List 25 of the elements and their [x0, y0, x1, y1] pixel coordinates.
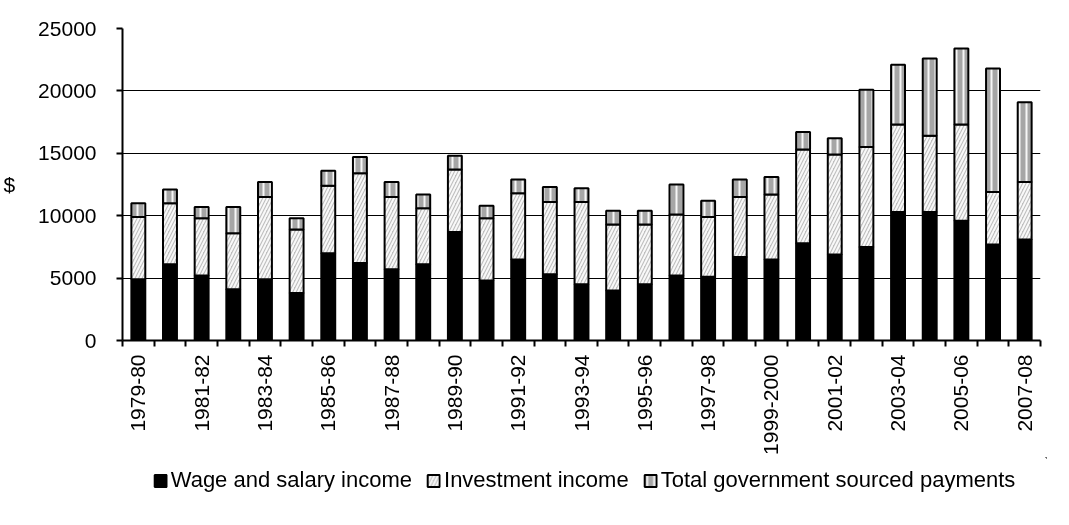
x-tick-label: 1993-94: [569, 354, 593, 432]
x-tick-label: 2001-02: [822, 354, 846, 432]
x-tick-label: 1997-98: [696, 354, 720, 432]
y-tick-label: 25000: [38, 16, 97, 40]
x-tick-label: 2007-08: [1012, 354, 1036, 432]
legend-label: Wage and salary income: [170, 467, 413, 493]
legend-label: Investment income: [444, 467, 629, 493]
x-tick-label: 1983-84: [252, 354, 276, 432]
y-tick-label: 5000: [49, 266, 97, 290]
x-tick-label: 1987-88: [379, 354, 403, 432]
y-tick-label: 0: [84, 328, 97, 352]
x-tick-label: 2005-06: [949, 354, 973, 432]
x-tick-label: 1979-80: [126, 354, 150, 432]
x-tick-label: 2003-04: [886, 354, 910, 432]
x-tick-label: 1991-92: [506, 354, 530, 432]
legend-label: Total government sourced payments: [660, 467, 1016, 493]
x-tick-label: 1995-96: [632, 354, 656, 432]
x-tick-label: 1981-82: [189, 354, 213, 432]
x-tick-label: 1999-2000: [759, 354, 783, 455]
x-tick-label: 1989-90: [442, 354, 466, 432]
y-tick-label: 20000: [38, 78, 97, 102]
x-tick-label: 1985-86: [316, 354, 340, 432]
y-axis-title: $: [3, 173, 16, 196]
y-tick-label: 10000: [38, 203, 97, 227]
y-tick-label: 15000: [38, 141, 97, 165]
